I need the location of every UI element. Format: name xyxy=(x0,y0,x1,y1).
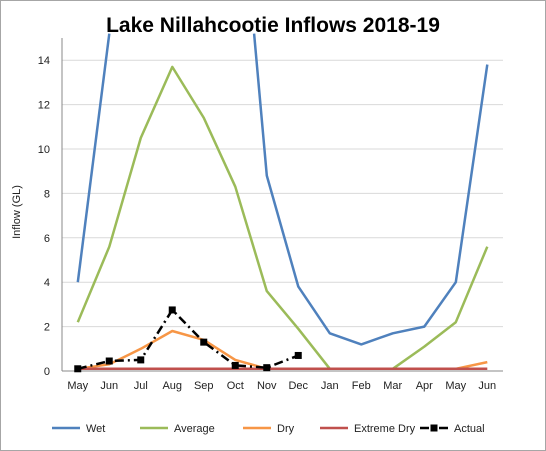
data-point xyxy=(74,365,82,373)
legend-item: Average xyxy=(140,423,215,435)
legend-marker xyxy=(430,424,438,432)
legend-label: Wet xyxy=(86,423,105,435)
y-tick-label: 8 xyxy=(44,188,50,200)
series-line xyxy=(77,308,299,371)
series-line xyxy=(76,65,489,371)
x-tick-label: Jun xyxy=(478,380,496,392)
x-tick-label: Oct xyxy=(227,380,244,392)
x-tick-label: Sep xyxy=(194,380,214,392)
legend-item: Wet xyxy=(52,423,105,435)
series-wet xyxy=(76,33,489,346)
x-tick-label: Mar xyxy=(383,380,402,392)
x-tick-label: May xyxy=(445,380,466,392)
series-line xyxy=(252,33,489,346)
data-point xyxy=(168,306,176,314)
y-tick-label: 14 xyxy=(38,55,50,67)
x-tick-label: Jan xyxy=(321,380,339,392)
x-tick-label: Jun xyxy=(100,380,118,392)
y-tick-label: 4 xyxy=(44,277,50,289)
data-point xyxy=(105,357,113,365)
x-tick-label: Dec xyxy=(288,380,308,392)
data-point xyxy=(137,356,145,364)
x-tick-label: Feb xyxy=(352,380,371,392)
legend-item: Actual xyxy=(420,423,485,435)
legend-label: Average xyxy=(174,423,215,435)
x-tick-label: Aug xyxy=(162,380,182,392)
y-tick-label: 6 xyxy=(44,233,50,245)
legend-label: Extreme Dry xyxy=(354,423,416,435)
y-tick-label: 0 xyxy=(44,366,50,378)
data-point xyxy=(200,338,208,346)
legend-item: Extreme Dry xyxy=(320,423,416,435)
data-point xyxy=(294,351,302,359)
axes xyxy=(61,38,503,372)
x-tick-labels: May Jun Jul Aug Sep Oct Nov Dec Jan Feb Mar Apr May J… xyxy=(67,380,496,392)
x-tick-label: Apr xyxy=(416,380,433,392)
legend-label: Dry xyxy=(277,423,295,435)
y-tick-label: 12 xyxy=(38,100,50,112)
chart-title: Lake Nillahcootie Inflows 2018-19 xyxy=(106,14,440,37)
series-average xyxy=(76,65,489,371)
grid-lines xyxy=(62,59,503,328)
x-tick-label: Nov xyxy=(257,380,277,392)
y-tick-label: 10 xyxy=(38,144,50,156)
y-axis-label: Inflow (GL) xyxy=(11,185,23,239)
x-tick-label: Jul xyxy=(134,380,148,392)
y-tick-labels: 0 2 4 6 8 10 12 14 xyxy=(38,55,50,378)
legend-item: Dry xyxy=(243,423,295,435)
legend-label: Actual xyxy=(454,423,485,435)
x-tick-label: May xyxy=(67,380,88,392)
data-point xyxy=(263,364,271,372)
series-actual xyxy=(74,306,302,373)
series-lines xyxy=(74,33,489,373)
y-tick-label: 2 xyxy=(44,322,50,334)
data-point xyxy=(231,361,239,369)
series-line xyxy=(76,33,111,283)
legend: Wet Average Dry Extreme Dry Actual xyxy=(52,423,485,435)
